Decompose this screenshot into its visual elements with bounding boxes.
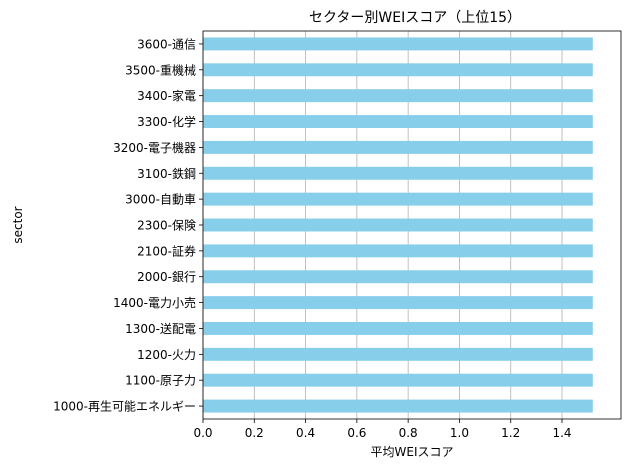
x-tick-label: 0.4 (296, 426, 315, 440)
x-tick-label: 1.0 (450, 426, 469, 440)
bar (203, 218, 593, 232)
y-tick-label: 1000-再生可能エネルギー (53, 400, 196, 414)
y-ticks: 3600-通信 3500-重機械 3400-家電 3300-化学 3200-電子機器 31… (53, 37, 203, 414)
y-tick-label: 3200-電子機器 (113, 140, 196, 155)
y-tick-label: 1400-電力小売 (113, 295, 196, 310)
bar (203, 192, 593, 206)
y-tick-label: 1100-原子力 (125, 374, 196, 388)
x-tick-label: 0.2 (245, 426, 264, 440)
bar (203, 322, 593, 335)
x-tick-label: 0.6 (347, 426, 366, 440)
bars (203, 37, 593, 413)
bar (203, 399, 593, 413)
bar (203, 270, 593, 284)
chart-title: セクター別WEIスコア（上位15） (309, 10, 521, 26)
y-tick-label: 3000-自動車 (125, 193, 196, 207)
bar (203, 373, 593, 387)
y-tick-label: 3600-通信 (137, 37, 196, 51)
y-tick-label: 3500-重機械 (125, 62, 196, 77)
y-tick-label: 2100-証券 (137, 243, 196, 258)
x-tick-label: 0.0 (193, 426, 212, 440)
bar (203, 347, 593, 361)
y-tick-label: 3400-家電 (137, 88, 196, 103)
x-tick-label: 1.4 (552, 426, 571, 440)
bar (203, 115, 593, 128)
y-tick-label: 3100-鉄鋼 (137, 166, 196, 181)
y-tick-label: 3300-化学 (137, 114, 196, 129)
x-tick-label: 1.2 (501, 426, 520, 440)
y-tick-label: 2300-保険 (137, 219, 196, 233)
bar (203, 296, 593, 310)
y-tick-label: 1300-送配電 (125, 321, 196, 336)
y-axis-label: sector (11, 206, 25, 243)
x-tick-label: 0.8 (399, 426, 418, 440)
x-axis-label: 平均WEIスコア (371, 445, 454, 459)
bar (203, 37, 593, 51)
y-tick-label: 1200-火力 (137, 348, 196, 362)
y-tick-label: 2000-銀行 (137, 270, 196, 284)
bar (203, 89, 593, 103)
x-ticks: 0.0 0.2 0.4 0.6 0.8 1.0 1.2 1.4 (193, 419, 572, 440)
bar (203, 140, 593, 154)
bar (203, 166, 593, 180)
bar (203, 244, 593, 258)
bar (203, 63, 593, 77)
